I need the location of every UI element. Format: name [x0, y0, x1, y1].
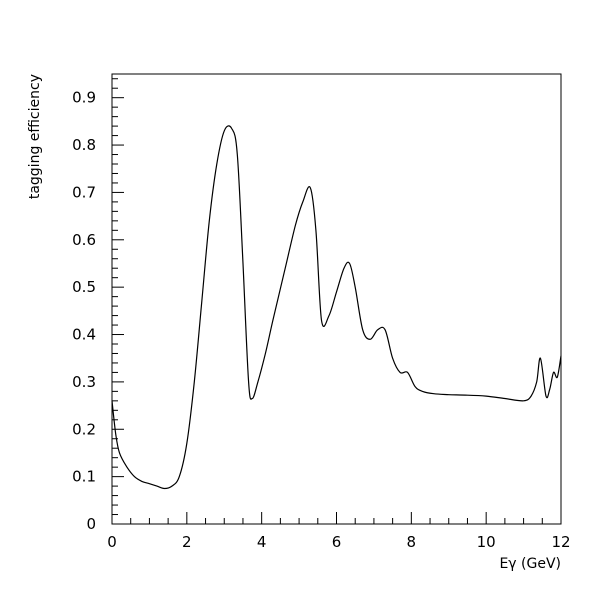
y-tick-label: 0.5 — [72, 278, 96, 296]
x-tick-label: 8 — [407, 533, 417, 551]
x-axis-ticks: 0 2 4 6 8 10 12 — [107, 512, 571, 551]
y-tick-label: 0 — [86, 515, 96, 533]
y-tick-label: 0.9 — [72, 89, 96, 107]
y-tick-label: 0.7 — [72, 183, 96, 201]
x-tick-label: 0 — [107, 533, 117, 551]
y-tick-label: 0.8 — [72, 136, 96, 154]
x-axis-label: Eγ (GeV) — [499, 556, 561, 572]
y-axis-ticks: 0 0.1 0.2 0.3 0.4 0.5 0.6 0.7 0.8 0.9 — [72, 78, 124, 533]
y-tick-label: 0.3 — [72, 373, 96, 391]
y-tick-label: 0.1 — [72, 468, 96, 486]
y-axis-label: tagging efficiency — [27, 74, 43, 199]
y-tick-label: 0.6 — [72, 231, 96, 249]
series-line — [111, 125, 562, 490]
x-tick-label: 12 — [551, 533, 570, 551]
plot-frame — [111, 73, 562, 525]
x-tick-label: 2 — [182, 533, 192, 551]
y-tick-label: 0.2 — [72, 420, 96, 438]
x-tick-label: 4 — [257, 533, 267, 551]
x-tick-label: 6 — [332, 533, 342, 551]
y-tick-label: 0.4 — [72, 326, 96, 344]
x-tick-label: 10 — [477, 533, 496, 551]
